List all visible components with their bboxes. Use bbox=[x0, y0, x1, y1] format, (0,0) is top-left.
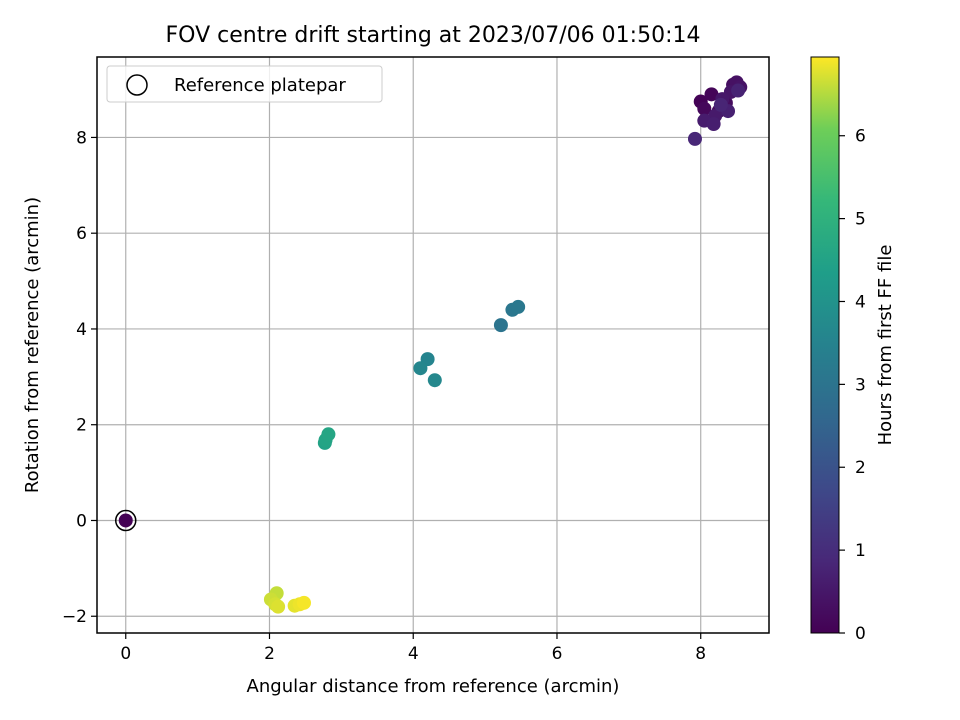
data-point bbox=[296, 595, 311, 610]
y-tick-label: 2 bbox=[76, 416, 87, 436]
reference-platepar-marker bbox=[114, 509, 137, 532]
data-point bbox=[321, 427, 336, 442]
data-point bbox=[493, 318, 508, 333]
x-axis-label: Angular distance from reference (arcmin) bbox=[247, 676, 620, 697]
data-point bbox=[713, 97, 728, 112]
data-point bbox=[413, 361, 428, 376]
data-point bbox=[697, 101, 712, 116]
y-axis-ticks: −2 0 2 4 6 8 bbox=[62, 128, 97, 627]
legend-box bbox=[106, 65, 383, 103]
data-point bbox=[511, 299, 526, 314]
data-point bbox=[271, 599, 286, 614]
x-tick-label: 8 bbox=[695, 644, 706, 664]
legend-label: Reference platepar bbox=[174, 75, 346, 96]
colorbar-gradient bbox=[810, 56, 840, 634]
data-point bbox=[704, 87, 719, 102]
y-tick-label: 4 bbox=[76, 320, 87, 340]
legend-marker bbox=[126, 74, 148, 96]
y-axis-label: Rotation from reference (arcmin) bbox=[22, 197, 43, 493]
plot-frame bbox=[96, 56, 770, 634]
colorbar-tick-label: 0 bbox=[855, 624, 866, 644]
colorbar-tick-label: 4 bbox=[855, 292, 866, 312]
y-tick-label: 6 bbox=[76, 224, 87, 244]
data-point bbox=[731, 83, 746, 98]
chart-title: FOV centre drift starting at 2023/07/06 … bbox=[166, 23, 701, 48]
colorbar-tick-label: 3 bbox=[855, 375, 866, 395]
colorbar-tick-label: 2 bbox=[855, 458, 866, 478]
data-point bbox=[687, 131, 702, 146]
x-axis-ticks: 0 2 4 6 8 bbox=[120, 633, 706, 664]
colorbar-label: Hours from first FF file bbox=[875, 245, 896, 446]
data-points bbox=[114, 75, 748, 614]
colorbar-tick-label: 5 bbox=[855, 210, 866, 230]
colorbar-tick-label: 1 bbox=[855, 541, 866, 561]
data-point bbox=[118, 513, 133, 528]
data-point bbox=[427, 373, 442, 388]
x-tick-label: 2 bbox=[264, 644, 275, 664]
colorbar: 0 1 2 3 4 5 6 Hours from first FF file bbox=[810, 56, 896, 644]
y-tick-label: 8 bbox=[76, 128, 87, 148]
x-tick-label: 0 bbox=[120, 644, 131, 664]
legend: Reference platepar bbox=[106, 65, 383, 103]
data-point bbox=[706, 117, 721, 132]
grid bbox=[97, 57, 769, 633]
colorbar-tick-label: 6 bbox=[855, 127, 866, 147]
x-tick-label: 6 bbox=[552, 644, 563, 664]
y-tick-label: 0 bbox=[76, 511, 87, 531]
y-tick-label: −2 bbox=[62, 607, 87, 627]
colorbar-ticks: 0 1 2 3 4 5 6 bbox=[839, 127, 866, 644]
x-tick-label: 4 bbox=[408, 644, 419, 664]
